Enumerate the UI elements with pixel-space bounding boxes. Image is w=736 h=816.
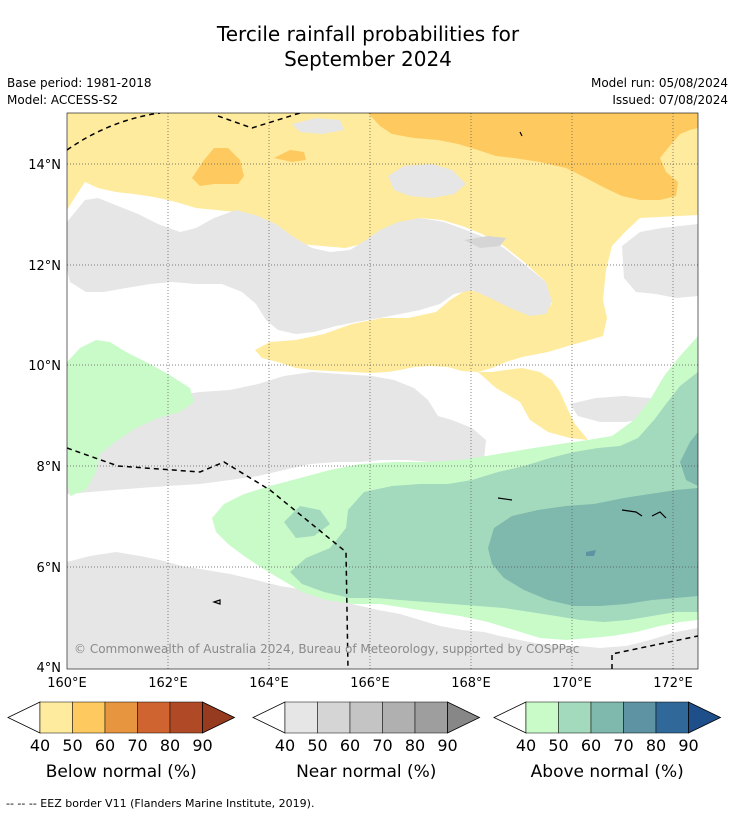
colorbar-high-extension <box>202 701 236 734</box>
colorbar-tick-label: 60 <box>581 736 601 755</box>
below-normal-60-patch-1 <box>192 148 244 186</box>
colorbar-tick-label: 40 <box>516 736 536 755</box>
latitude-labels: 14°N 12°N 10°N 8°N 6°N 4°N <box>28 158 61 676</box>
lat-label: 6°N <box>37 561 62 576</box>
islands <box>212 131 667 605</box>
lon-label: 160°E <box>47 676 87 691</box>
colorbar-tick-label: 80 <box>160 736 180 755</box>
lat-label: 10°N <box>28 359 61 374</box>
colorbar-tick-label: 90 <box>678 736 698 755</box>
colorbar-segment <box>39 701 73 734</box>
colorbar-0: 40 50 60 70 80 90 Below normal (%) <box>7 701 236 782</box>
colorbar-segment <box>558 701 592 734</box>
lat-label: 8°N <box>37 460 62 475</box>
above-normal-70-patch <box>680 432 698 486</box>
near-normal-50-region-south <box>67 552 698 669</box>
colorbar-2: 40 50 60 70 80 90 Above normal (%) <box>493 701 722 782</box>
colorbar-tick-label: 50 <box>307 736 327 755</box>
colorbar-tick-label: 70 <box>613 736 633 755</box>
above-normal-80-patch <box>586 550 596 556</box>
colorbar-segment <box>317 701 351 734</box>
near-normal-50-region-northeast <box>622 224 698 298</box>
longitude-labels: 160°E 162°E 164°E 166°E 168°E 170°E 172°… <box>47 676 693 691</box>
below-normal-60-region <box>368 113 698 200</box>
colorbar-tick-label: 80 <box>646 736 666 755</box>
model-name: Model: ACCESS-S2 <box>7 93 119 107</box>
colorbar-tick-label: 60 <box>340 736 360 755</box>
colorbar-segment <box>623 701 657 734</box>
colorbar-segment <box>382 701 416 734</box>
near-normal-60-patch <box>464 236 506 248</box>
map-area: © Commonwealth of Australia 2024, Bureau… <box>67 113 698 669</box>
colorbar-segment <box>590 701 624 734</box>
eez-footnote: -- -- -- EEZ border V11 (Flanders Marine… <box>6 797 315 810</box>
map-frame <box>66 112 699 670</box>
lon-label: 164°E <box>249 676 289 691</box>
gridlines <box>67 113 698 669</box>
meta-left: Base period: 1981-2018 Model: ACCESS-S2 <box>7 75 152 109</box>
colorbar-title: Above normal (%) <box>531 762 684 782</box>
copyright-text: © Commonwealth of Australia 2024, Bureau… <box>74 642 579 656</box>
colorbar-low-extension <box>252 701 286 734</box>
colorbar-segment <box>284 701 318 734</box>
colorbar-segment <box>525 701 559 734</box>
title-line-1: Tercile rainfall probabilities for <box>216 22 520 46</box>
colorbar-tick-label: 70 <box>127 736 147 755</box>
lon-label: 166°E <box>350 676 390 691</box>
title-line-2: September 2024 <box>284 47 452 71</box>
near-normal-50-patch-2 <box>292 118 344 134</box>
colorbar-high-extension <box>447 701 481 734</box>
colorbar-tick-label: 70 <box>372 736 392 755</box>
lat-label: 14°N <box>28 158 61 173</box>
eez-borders <box>67 113 698 669</box>
colorbar-legends: 40 50 60 70 80 90 Below normal (%) 40 50 60 70 80 90… <box>7 701 722 782</box>
colorbar-tick-label: 40 <box>30 736 50 755</box>
colorbar-tick-label: 50 <box>548 736 568 755</box>
colorbar-segment <box>169 701 203 734</box>
colorbar-segment <box>104 701 138 734</box>
below-normal-50-patch-south <box>478 368 588 440</box>
above-normal-50-region-west <box>67 340 194 496</box>
colorbar-segment <box>349 701 383 734</box>
colorbar-title: Below normal (%) <box>46 762 197 782</box>
near-normal-50-patch-1 <box>388 164 466 198</box>
lat-label: 12°N <box>28 259 61 274</box>
colorbar-segment <box>72 701 106 734</box>
lon-label: 168°E <box>451 676 491 691</box>
colorbar-segment <box>655 701 689 734</box>
lat-label: 4°N <box>37 661 62 676</box>
colorbar-low-extension <box>493 701 527 734</box>
lon-label: 170°E <box>552 676 592 691</box>
colorbar-tick-label: 60 <box>95 736 115 755</box>
colorbar-tick-label: 80 <box>405 736 425 755</box>
colorbar-tick-label: 90 <box>192 736 212 755</box>
meta-right: Model run: 05/08/2024 Issued: 07/08/2024 <box>591 75 728 109</box>
near-normal-50-region-east <box>570 396 660 422</box>
colorbar-tick-label: 40 <box>275 736 295 755</box>
issued-date: Issued: 07/08/2024 <box>612 93 728 107</box>
map-title: Tercile rainfall probabilities for Septe… <box>0 22 736 72</box>
lon-label: 172°E <box>653 676 693 691</box>
colorbar-title: Near normal (%) <box>296 762 436 782</box>
model-run: Model run: 05/08/2024 <box>590 76 728 90</box>
lon-label: 162°E <box>148 676 188 691</box>
colorbar-tick-label: 50 <box>62 736 82 755</box>
colorbar-segment <box>414 701 448 734</box>
base-period: Base period: 1981-2018 <box>7 76 152 90</box>
below-normal-60-patch-2 <box>274 150 306 162</box>
near-normal-50-region-north <box>67 198 552 334</box>
colorbar-segment <box>137 701 171 734</box>
above-normal-70-region <box>488 488 698 606</box>
colorbar-low-extension <box>7 701 41 734</box>
colorbar-tick-label: 90 <box>437 736 457 755</box>
colorbar-high-extension <box>688 701 722 734</box>
